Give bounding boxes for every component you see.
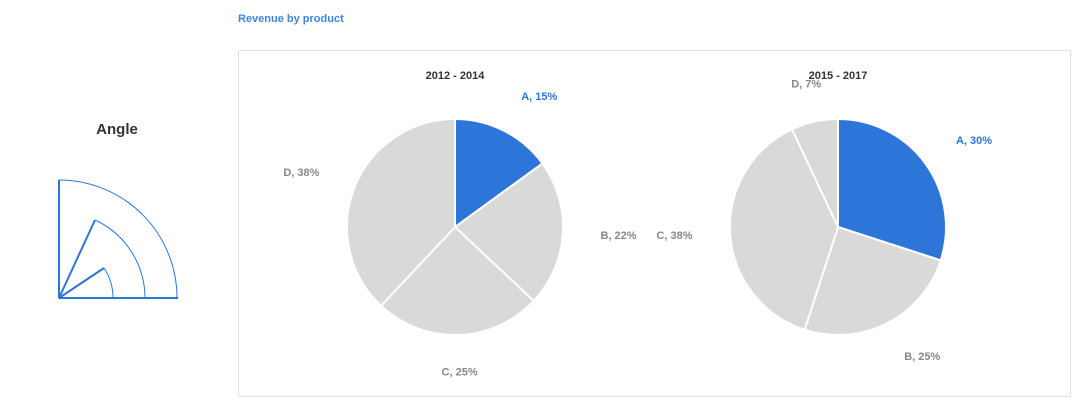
pie-slice xyxy=(379,225,536,336)
slice-label: C, 25% xyxy=(442,367,478,379)
slice-label: A, 15% xyxy=(521,91,557,103)
pie-slice xyxy=(837,117,947,262)
icon-arc xyxy=(94,219,146,299)
panel xyxy=(238,50,1071,397)
header-title: Revenue by product xyxy=(238,13,344,25)
pie-slice xyxy=(803,225,942,336)
icon-line xyxy=(58,267,105,299)
pie-slice xyxy=(454,117,544,229)
slice-label: C, 38% xyxy=(656,230,692,242)
pie-slice xyxy=(790,117,839,228)
pie-slice xyxy=(729,127,840,331)
pie-title: 2012 - 2014 xyxy=(426,70,486,82)
sidebar-title: Angle xyxy=(96,121,138,138)
slice-label: B, 25% xyxy=(904,351,940,363)
pie-slice xyxy=(453,162,564,303)
pie-slice xyxy=(346,117,456,308)
slice-label: D, 7% xyxy=(791,79,821,91)
slice-label: B, 22% xyxy=(601,230,637,242)
slice-label: D, 38% xyxy=(283,167,319,179)
angle-icon xyxy=(58,179,178,299)
pie-title: 2015 - 2017 xyxy=(809,70,868,82)
slice-label: A, 30% xyxy=(956,135,992,147)
icon-line xyxy=(58,219,96,299)
icon-arc xyxy=(58,179,178,299)
icon-arc xyxy=(103,267,114,299)
